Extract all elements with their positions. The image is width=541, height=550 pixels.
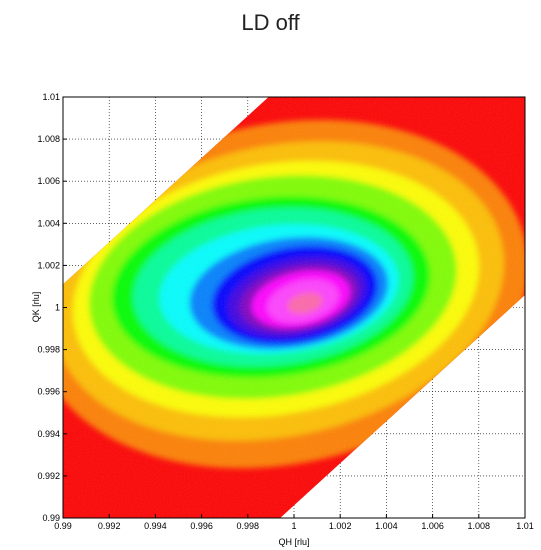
y-tick-label: 1.01 — [42, 92, 60, 102]
y-tick-label: 0.998 — [37, 345, 60, 355]
x-tick-label: 0.996 — [190, 521, 213, 531]
x-tick-label: 1.004 — [375, 521, 398, 531]
x-tick-label: 1.008 — [468, 521, 491, 531]
y-axis-label: QK [rlu] — [31, 292, 41, 323]
heatmap-region — [63, 97, 525, 518]
x-axis: 0.99 0.992 0.994 0.996 0.998 1 1.002 1.004 1.006… — [54, 514, 534, 531]
y-tick-label: 1.004 — [37, 218, 60, 228]
y-tick-label: 1.002 — [37, 260, 60, 270]
y-axis: 0.99 0.992 0.994 0.996 0.998 1 1.002 1.004 1.006… — [37, 92, 67, 523]
x-tick-label: 0.998 — [237, 521, 260, 531]
x-tick-label: 0.992 — [98, 521, 121, 531]
y-tick-label: 0.99 — [42, 513, 60, 523]
y-tick-label: 0.996 — [37, 387, 60, 397]
y-tick-label: 1.008 — [37, 134, 60, 144]
chart-title: LD off — [241, 10, 300, 35]
y-tick-label: 0.994 — [37, 429, 60, 439]
x-tick-label: 0.994 — [144, 521, 167, 531]
y-tick-label: 1 — [55, 303, 60, 313]
x-tick-label: 1.002 — [329, 521, 352, 531]
y-tick-label: 1.006 — [37, 176, 60, 186]
x-axis-label: QH [rlu] — [278, 537, 309, 547]
x-tick-label: 1 — [291, 521, 296, 531]
x-tick-label: 1.01 — [516, 521, 534, 531]
x-tick-label: 1.006 — [421, 521, 444, 531]
x-tick-label: 0.99 — [54, 521, 72, 531]
y-tick-label: 0.992 — [37, 471, 60, 481]
